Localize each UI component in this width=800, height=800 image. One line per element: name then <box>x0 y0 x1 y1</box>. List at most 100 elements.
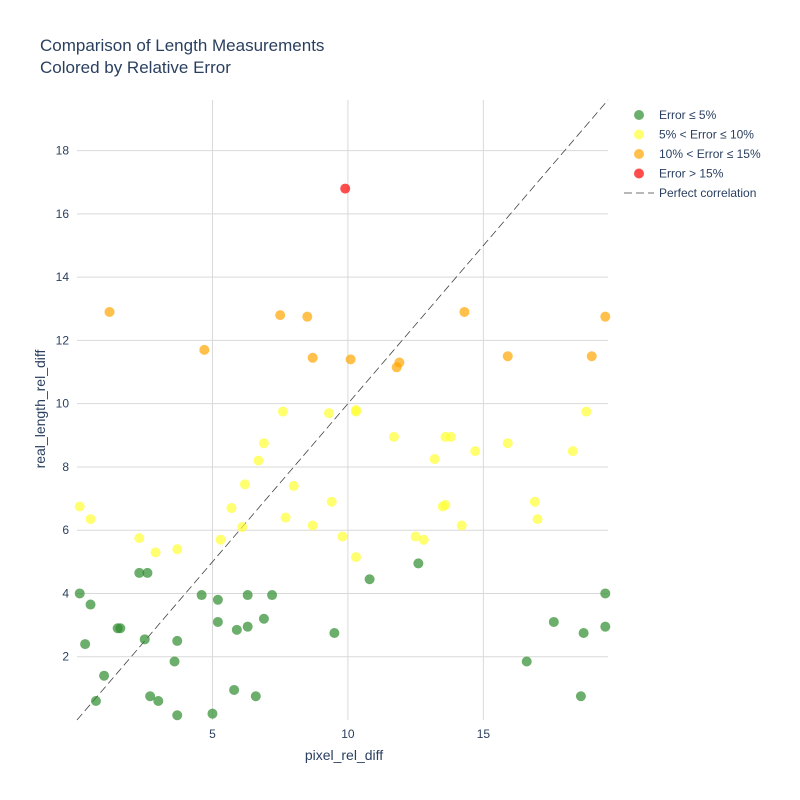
data-point[interactable] <box>302 311 313 322</box>
data-point[interactable] <box>145 691 156 702</box>
data-point[interactable] <box>351 552 362 563</box>
x-axis-ticks: 5 10 15 <box>209 727 490 741</box>
data-point[interactable] <box>600 588 611 599</box>
data-point[interactable] <box>258 613 269 624</box>
data-point[interactable] <box>567 446 578 457</box>
data-point[interactable] <box>581 406 592 417</box>
data-point[interactable] <box>239 479 250 490</box>
data-point[interactable] <box>470 446 481 457</box>
data-point[interactable] <box>90 696 101 707</box>
data-point[interactable] <box>196 590 207 601</box>
data-point[interactable] <box>502 351 513 362</box>
legend-marker <box>634 110 644 120</box>
data-point[interactable] <box>418 534 429 545</box>
data-point[interactable] <box>134 567 145 578</box>
data-point[interactable] <box>74 501 85 512</box>
data-point[interactable] <box>172 544 183 555</box>
legend-item[interactable]: 10% < Error ≤ 15% <box>634 147 761 161</box>
y-tick-label: 14 <box>56 270 70 284</box>
data-point[interactable] <box>445 431 456 442</box>
data-point[interactable] <box>237 522 248 533</box>
data-point[interactable] <box>258 438 269 449</box>
x-tick-label: 15 <box>477 727 491 741</box>
y-tick-label: 16 <box>56 207 70 221</box>
data-point[interactable] <box>410 531 421 542</box>
data-point[interactable] <box>413 558 424 569</box>
data-point[interactable] <box>600 311 611 322</box>
legend-marker <box>634 129 644 140</box>
data-point[interactable] <box>85 599 96 610</box>
data-point[interactable] <box>215 534 226 545</box>
data-point[interactable] <box>529 496 540 507</box>
data-point[interactable] <box>242 621 253 632</box>
data-point[interactable] <box>459 306 470 317</box>
data-point[interactable] <box>456 520 467 531</box>
legend-item[interactable]: Error > 15% <box>634 167 724 181</box>
data-point[interactable] <box>578 628 589 639</box>
data-point[interactable] <box>104 306 115 317</box>
data-point[interactable] <box>429 454 440 465</box>
data-point[interactable] <box>139 634 150 645</box>
data-point[interactable] <box>280 512 291 523</box>
data-point[interactable] <box>172 635 183 646</box>
data-point[interactable] <box>307 520 318 531</box>
data-point[interactable] <box>153 696 164 707</box>
legend-item[interactable]: Perfect correlation <box>624 186 756 200</box>
data-point[interactable] <box>600 621 611 632</box>
y-axis-title: real_length_rel_diff <box>32 349 48 468</box>
data-point[interactable] <box>267 590 278 601</box>
data-point[interactable] <box>586 351 597 362</box>
data-point[interactable] <box>548 616 559 627</box>
data-point[interactable] <box>440 499 451 510</box>
data-point[interactable] <box>172 710 183 721</box>
y-tick-label: 8 <box>62 460 69 474</box>
data-point[interactable] <box>575 691 586 702</box>
data-point[interactable] <box>242 590 253 601</box>
data-point[interactable] <box>207 708 218 719</box>
data-point[interactable] <box>212 594 223 605</box>
x-axis-title: pixel_rel_diff <box>305 747 383 763</box>
data-point[interactable] <box>231 624 242 635</box>
data-point[interactable] <box>275 310 286 321</box>
data-point[interactable] <box>288 480 299 491</box>
data-point[interactable] <box>80 639 91 650</box>
data-point[interactable] <box>323 408 334 419</box>
data-point[interactable] <box>115 623 126 634</box>
y-axis-ticks: 2 4 6 8 10 12 14 16 18 <box>56 144 70 664</box>
plot-area <box>74 99 611 721</box>
data-point[interactable] <box>388 431 399 442</box>
data-point[interactable] <box>150 547 161 558</box>
data-point[interactable] <box>277 406 288 417</box>
data-point[interactable] <box>345 354 356 365</box>
data-point[interactable] <box>169 656 180 667</box>
data-points <box>74 183 611 721</box>
data-point[interactable] <box>226 503 237 514</box>
data-point[interactable] <box>394 357 405 368</box>
data-point[interactable] <box>329 628 340 639</box>
perfect-correlation-line <box>76 99 609 721</box>
legend: Error ≤ 5% 5% < Error ≤ 10% 10% < Error ≤ … <box>624 108 761 200</box>
data-point[interactable] <box>134 533 145 544</box>
data-point[interactable] <box>85 514 96 525</box>
data-point[interactable] <box>337 531 348 542</box>
data-point[interactable] <box>326 496 337 507</box>
data-point[interactable] <box>74 588 85 599</box>
x-tick-label: 10 <box>341 727 355 741</box>
data-point[interactable] <box>521 656 532 667</box>
data-point[interactable] <box>212 616 223 627</box>
legend-item[interactable]: Error ≤ 5% <box>634 108 717 122</box>
data-point[interactable] <box>229 684 240 695</box>
data-point[interactable] <box>99 670 110 681</box>
data-point[interactable] <box>142 567 153 578</box>
data-point[interactable] <box>199 344 210 355</box>
data-point[interactable] <box>364 574 375 585</box>
data-point[interactable] <box>340 183 351 194</box>
data-point[interactable] <box>502 438 513 449</box>
data-point[interactable] <box>307 352 318 363</box>
data-point[interactable] <box>532 514 543 525</box>
legend-item[interactable]: 5% < Error ≤ 10% <box>634 128 754 142</box>
data-point[interactable] <box>250 691 261 702</box>
data-point[interactable] <box>351 406 362 417</box>
data-point[interactable] <box>253 455 264 466</box>
